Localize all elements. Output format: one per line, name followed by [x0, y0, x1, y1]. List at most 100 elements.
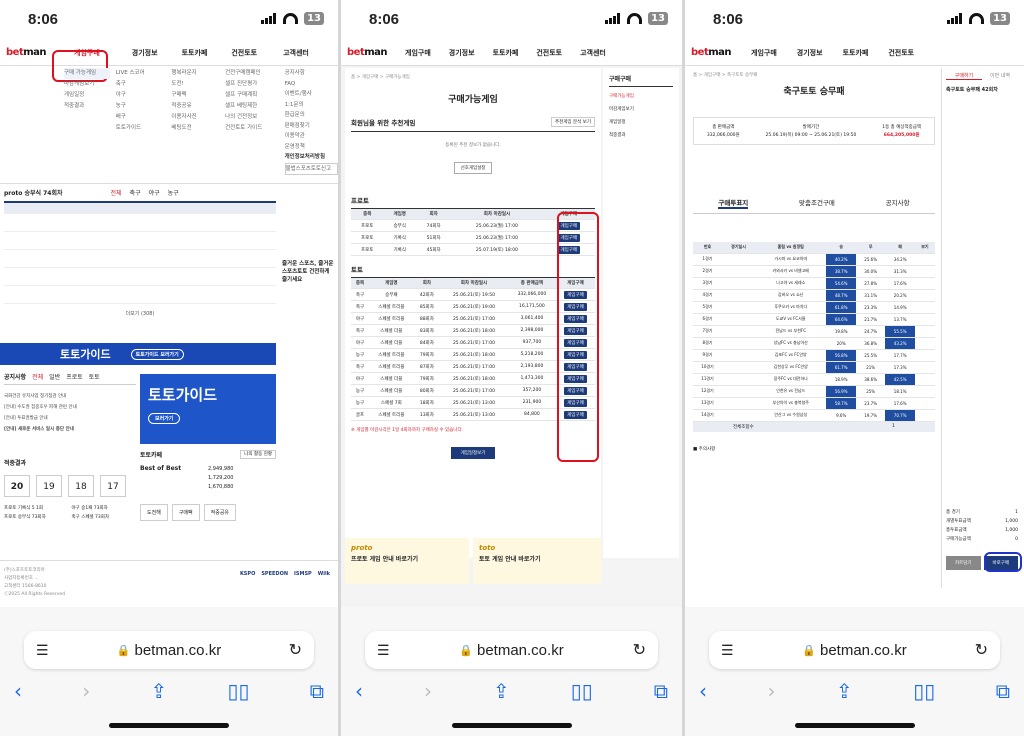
- tabs-icon[interactable]: ⧉: [309, 679, 324, 703]
- side-tab-history[interactable]: 이번 내역: [990, 73, 1010, 79]
- proto-guide-card[interactable]: proto 프로토 게임 안내 바로가기: [345, 538, 469, 584]
- cart-button[interactable]: 카트담기: [946, 556, 981, 570]
- back-icon[interactable]: ‹: [14, 679, 22, 703]
- view-cell[interactable]: [914, 385, 935, 398]
- submenu-item[interactable]: 도전!: [171, 81, 184, 87]
- result-link[interactable]: 축구 스페셜 73회차: [71, 515, 110, 520]
- url-bar[interactable]: ☰ 🔒 betman.co.kr ↻: [24, 631, 314, 669]
- submenu-item[interactable]: 판매점찾기: [284, 122, 310, 129]
- side-tab-buy[interactable]: 구매하기: [946, 72, 982, 80]
- sidebar-item[interactable]: 마감게임보기: [609, 107, 634, 112]
- table-row[interactable]: [4, 250, 276, 268]
- buy-button[interactable]: 게임구매: [557, 221, 581, 230]
- menu-buy[interactable]: 게임구매: [751, 48, 777, 57]
- more-link[interactable]: 더보기 (308): [125, 311, 155, 317]
- pick-cell[interactable]: 31.1%: [855, 289, 886, 302]
- pick-cell[interactable]: 34.2%: [885, 253, 915, 266]
- submenu-item[interactable]: 구매팩: [171, 92, 187, 98]
- submenu-item[interactable]: 공지사항: [284, 70, 305, 76]
- pick-cell[interactable]: 14.9%: [885, 301, 915, 314]
- view-cell[interactable]: [914, 277, 935, 290]
- submenu-item[interactable]: 배구: [115, 114, 126, 120]
- schedule-button[interactable]: 게임일정보기: [451, 447, 495, 459]
- buy-button[interactable]: 게임구매: [564, 386, 587, 395]
- pick-cell[interactable]: 25.5%: [855, 349, 886, 362]
- share-icon[interactable]: ⇪: [835, 679, 853, 703]
- submenu-item[interactable]: 운영정책: [284, 143, 305, 150]
- view-cell[interactable]: [914, 325, 935, 338]
- pick-cell[interactable]: 19.7%: [855, 409, 886, 422]
- result-link[interactable]: 프로토 승부식 73회차: [4, 515, 46, 520]
- table-row[interactable]: [4, 232, 276, 250]
- sidebar-item[interactable]: 적중결과: [609, 133, 626, 138]
- submenu-item[interactable]: 행복라운지: [171, 70, 197, 76]
- submenu-item[interactable]: 불법스포츠토토신고: [284, 162, 338, 175]
- menu-info[interactable]: 경기정보: [131, 48, 158, 57]
- pick-cell[interactable]: 17.7%: [885, 349, 915, 362]
- pick-cell[interactable]: 70.7%: [885, 409, 915, 422]
- submenu-item[interactable]: 개인정보처리방침: [284, 154, 326, 160]
- submenu-item[interactable]: 마감게임보기: [64, 81, 95, 87]
- submenu-item[interactable]: 건전구매캠페인: [225, 70, 261, 76]
- view-cell[interactable]: [914, 313, 935, 326]
- submenu-item[interactable]: 농구: [115, 103, 126, 109]
- buy-button[interactable]: 게임구매: [564, 302, 587, 311]
- submenu-item[interactable]: LIVE 스코어: [115, 70, 145, 76]
- guide-banner-button[interactable]: 보러가기: [148, 413, 181, 424]
- buy-button[interactable]: 게임구매: [564, 314, 587, 323]
- pick-cell[interactable]: 38.6%: [855, 373, 886, 386]
- submenu-item[interactable]: FAQ: [284, 80, 296, 87]
- buy-button[interactable]: 게임구매: [564, 290, 587, 299]
- menu-cafe[interactable]: 토토카페: [842, 48, 869, 57]
- pick-cell[interactable]: 17.6%: [885, 277, 915, 290]
- menu-support[interactable]: 고객센터: [580, 48, 606, 57]
- cafe-button[interactable]: 적중공유: [203, 504, 237, 521]
- pick-cell[interactable]: 18.9%: [826, 373, 856, 386]
- cafe-button[interactable]: 구매팩: [171, 504, 200, 521]
- pick-cell[interactable]: 25%: [855, 385, 886, 398]
- date-card[interactable]: 17: [100, 475, 126, 497]
- menu-healthy[interactable]: 건전토토: [888, 48, 915, 57]
- buy-button[interactable]: 게임구매: [564, 338, 587, 347]
- betman-logo[interactable]: betman: [691, 47, 732, 58]
- pick-cell[interactable]: 64.6%: [826, 313, 856, 326]
- pick-cell[interactable]: 61.7%: [826, 361, 856, 374]
- reader-icon[interactable]: ☰: [721, 641, 734, 658]
- reco-setting-button[interactable]: 선호게임설정: [453, 162, 493, 174]
- back-icon[interactable]: ‹: [355, 679, 363, 703]
- menu-healthy[interactable]: 건전토토: [536, 48, 563, 57]
- notice-tab[interactable]: 프로토: [66, 374, 83, 381]
- pick-cell[interactable]: 58.7%: [826, 397, 856, 410]
- submenu-item[interactable]: 환급문의: [284, 112, 305, 118]
- bookmarks-icon[interactable]: ▯▯: [570, 679, 593, 703]
- pick-cell[interactable]: 20.2%: [885, 289, 915, 302]
- reader-icon[interactable]: ☰: [377, 641, 390, 658]
- result-link[interactable]: 야구 승1패 73회차: [71, 506, 108, 511]
- buy-button[interactable]: 게임구매: [564, 326, 587, 335]
- tab-custom[interactable]: 맞춤조건구매: [799, 199, 835, 207]
- view-cell[interactable]: [914, 397, 935, 410]
- pick-cell[interactable]: 21.7%: [855, 313, 886, 326]
- guide-strip-button[interactable]: 토토가이드 보러가기: [130, 348, 184, 360]
- toto-guide-strip[interactable]: 토토가이드 토토가이드 보러가기: [0, 343, 276, 365]
- menu-info[interactable]: 경기정보: [448, 48, 475, 57]
- submenu-item[interactable]: 이용자사진: [171, 114, 197, 120]
- buy-button[interactable]: 게임구매: [564, 410, 587, 419]
- pick-cell[interactable]: 61.8%: [826, 301, 856, 314]
- notice-tab[interactable]: 일반: [49, 374, 61, 381]
- view-cell[interactable]: [914, 301, 935, 314]
- reload-icon[interactable]: ↻: [974, 642, 988, 659]
- submenu-item[interactable]: 이벤트/행사: [284, 91, 312, 97]
- tabs-icon[interactable]: ⧉: [995, 679, 1010, 703]
- tab-notice[interactable]: 공지사항: [885, 199, 910, 207]
- reload-icon[interactable]: ↻: [288, 642, 302, 659]
- submenu-item[interactable]: 적중공유: [171, 103, 192, 109]
- submenu-item[interactable]: 셀프 베팅제한: [225, 103, 258, 109]
- date-card[interactable]: 18: [68, 475, 94, 497]
- notice-item[interactable]: [안내] 새로운 서비스 일시 중단 안내: [4, 427, 74, 432]
- notice-item[interactable]: [안내] 투표권발급 안내: [4, 416, 48, 421]
- proto-tab[interactable]: 축구: [129, 190, 141, 197]
- table-row[interactable]: [4, 286, 276, 304]
- menu-cafe[interactable]: 토토카페: [181, 48, 208, 57]
- table-row[interactable]: [4, 214, 276, 232]
